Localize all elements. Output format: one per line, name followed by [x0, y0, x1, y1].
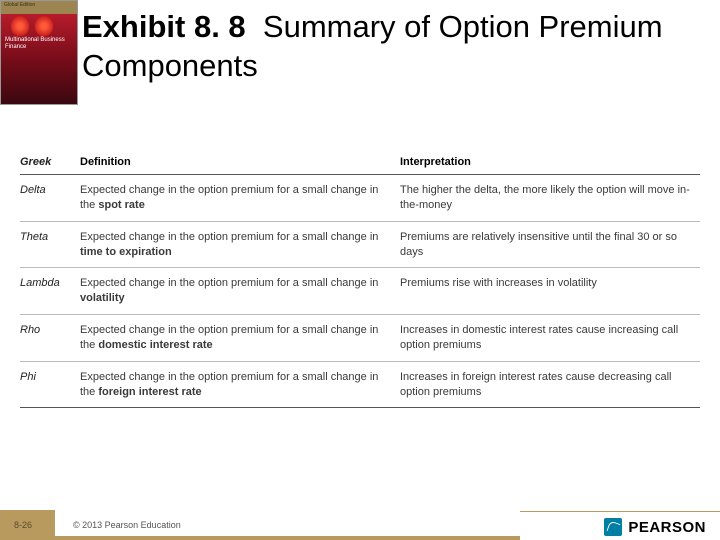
cell-greek: Rho [20, 315, 80, 362]
slide-footer: 8-26 © 2013 Pearson Education PEARSON [0, 510, 720, 540]
footer-brand-area: PEARSON [520, 512, 720, 540]
cell-interpretation: Premiums are relatively insensitive unti… [400, 221, 700, 268]
cell-definition: Expected change in the option premium fo… [80, 268, 400, 315]
cell-greek: Delta [20, 175, 80, 222]
table-row: PhiExpected change in the option premium… [20, 361, 700, 408]
exhibit-number: Exhibit 8. 8 [82, 9, 246, 44]
cell-definition: Expected change in the option premium fo… [80, 221, 400, 268]
pearson-logo: PEARSON [604, 518, 706, 536]
table-row: ThetaExpected change in the option premi… [20, 221, 700, 268]
greeks-table: Greek Definition Interpretation DeltaExp… [20, 150, 700, 408]
cell-interpretation: The higher the delta, the more likely th… [400, 175, 700, 222]
cell-greek: Lambda [20, 268, 80, 315]
copyright-text: © 2013 Pearson Education [73, 520, 181, 530]
lantern-icon [35, 16, 53, 36]
table-row: LambdaExpected change in the option prem… [20, 268, 700, 315]
header-definition: Definition [80, 150, 400, 175]
cell-greek: Phi [20, 361, 80, 408]
book-series-label: Global Edition [1, 1, 77, 14]
pearson-mark-icon [604, 518, 622, 536]
page-number: 8-26 [14, 520, 32, 530]
cell-definition: Expected change in the option premium fo… [80, 175, 400, 222]
cell-greek: Theta [20, 221, 80, 268]
table-header-row: Greek Definition Interpretation [20, 150, 700, 175]
book-cover-thumbnail: Global Edition Multinational Business Fi… [0, 0, 78, 105]
cell-interpretation: Premiums rise with increases in volatili… [400, 268, 700, 315]
pearson-wordmark: PEARSON [628, 519, 706, 536]
cell-definition: Expected change in the option premium fo… [80, 315, 400, 362]
cell-definition: Expected change in the option premium fo… [80, 361, 400, 408]
lantern-icon [11, 16, 29, 36]
header-greek: Greek [20, 150, 80, 175]
book-title: Multinational Business Finance [5, 37, 73, 51]
table-row: DeltaExpected change in the option premi… [20, 175, 700, 222]
cell-interpretation: Increases in domestic interest rates cau… [400, 315, 700, 362]
header-interpretation: Interpretation [400, 150, 700, 175]
cell-interpretation: Increases in foreign interest rates caus… [400, 361, 700, 408]
table-row: RhoExpected change in the option premium… [20, 315, 700, 362]
slide-title: Exhibit 8. 8 Summary of Option Premium C… [82, 8, 720, 86]
footer-divider [55, 536, 520, 540]
